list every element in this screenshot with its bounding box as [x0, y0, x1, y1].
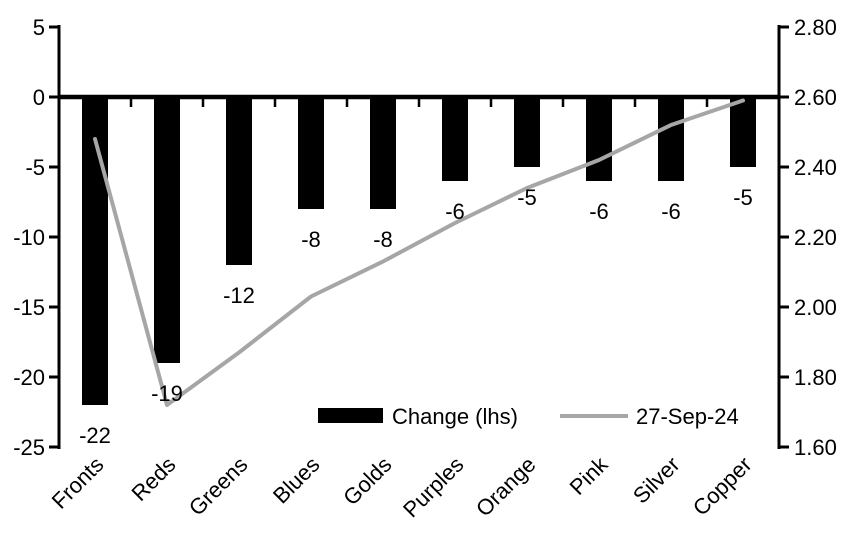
- category-label-golds: Golds: [338, 452, 396, 510]
- category-label-orange: Orange: [471, 452, 541, 522]
- right-axis-tick-label: 2.60: [794, 85, 837, 110]
- right-axis-tick-label: 2.20: [794, 225, 837, 250]
- bar-data-label: -6: [445, 199, 465, 224]
- bar-blues: [298, 97, 324, 209]
- right-axis-tick-label: 2.40: [794, 155, 837, 180]
- category-label-pink: Pink: [565, 451, 614, 500]
- bar-fronts: [82, 97, 108, 405]
- right-axis-tick-label: 2.00: [794, 295, 837, 320]
- left-axis-tick-label: -15: [13, 295, 45, 320]
- line-series: [93, 98, 745, 407]
- left-axis-tick-label: -20: [13, 365, 45, 390]
- bar-greens: [226, 97, 252, 265]
- bar-golds: [370, 97, 396, 209]
- bar-data-label: -12: [223, 283, 255, 308]
- bar-data-label: -6: [661, 199, 681, 224]
- bar-pink: [586, 97, 612, 181]
- category-label-silver: Silver: [628, 452, 685, 509]
- legend-label-line: 27-Sep-24: [636, 404, 739, 429]
- category-label-reds: Reds: [127, 452, 181, 506]
- left-axis-tick-label: -10: [13, 225, 45, 250]
- legend-label-bars: Change (lhs): [392, 404, 518, 429]
- left-axis-tick-label: 5: [33, 15, 45, 40]
- bar-orange: [514, 97, 540, 167]
- bar-data-label: -5: [517, 185, 537, 210]
- bar-data-label: -5: [733, 185, 753, 210]
- bar-data-label: -6: [589, 199, 609, 224]
- right-axis-tick-label: 1.60: [794, 435, 837, 460]
- category-label-purples: Purples: [398, 452, 468, 522]
- category-label-blues: Blues: [268, 452, 325, 509]
- bar-data-label: -8: [301, 227, 321, 252]
- bar-purples: [442, 97, 468, 181]
- bar-copper: [730, 97, 756, 167]
- bar-data-label: -22: [79, 423, 111, 448]
- category-label-copper: Copper: [688, 452, 757, 521]
- bar-silver: [658, 97, 684, 181]
- category-label-greens: Greens: [184, 452, 253, 521]
- right-axis-tick-label: 2.80: [794, 15, 837, 40]
- left-axis-tick-label: 0: [33, 85, 45, 110]
- right-axis-tick-label: 1.80: [794, 365, 837, 390]
- bar-reds: [154, 97, 180, 363]
- bar-data-label: -8: [373, 227, 393, 252]
- left-axis-tick-label: -25: [13, 435, 45, 460]
- legend-bar-swatch: [318, 408, 383, 423]
- category-label-fronts: Fronts: [47, 452, 109, 514]
- bar-data-label: -19: [151, 381, 183, 406]
- left-axis-tick-label: -5: [25, 155, 45, 180]
